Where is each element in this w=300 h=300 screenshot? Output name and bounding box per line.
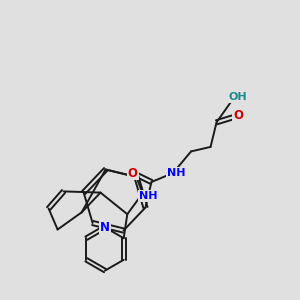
Text: NH: NH bbox=[139, 191, 157, 201]
Text: O: O bbox=[233, 109, 243, 122]
Text: OH: OH bbox=[228, 92, 247, 102]
Text: NH: NH bbox=[167, 168, 185, 178]
Text: O: O bbox=[128, 167, 138, 179]
Text: N: N bbox=[100, 221, 110, 234]
